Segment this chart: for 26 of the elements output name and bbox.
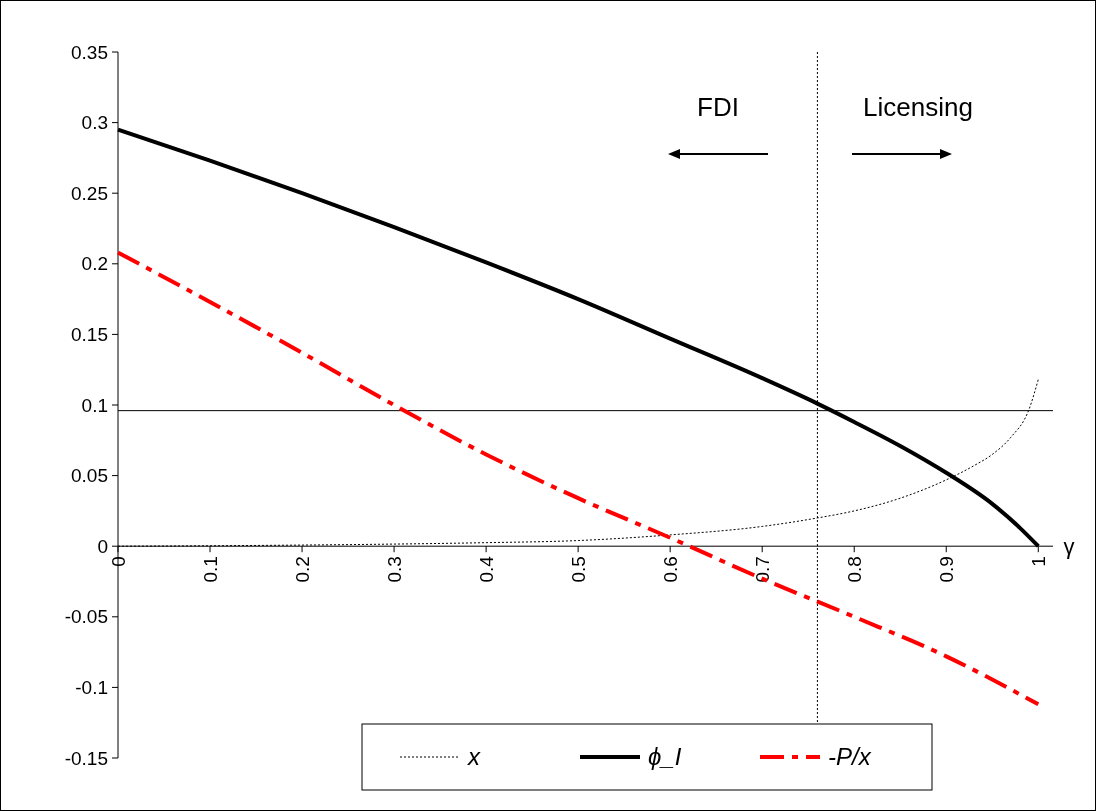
y-tick-label: -0.05 [64,606,108,628]
x-tick-label: 1 [1027,556,1049,567]
x-tick-label: 0.6 [659,556,681,583]
legend-label: x [467,743,481,771]
y-tick-label: 0.15 [71,324,108,346]
y-tick-label: -0.15 [64,747,108,769]
x-tick-label: 0.3 [383,556,405,583]
legend-label: ϕ_I [648,743,682,771]
x-tick-label: 0 [107,556,129,567]
y-tick-label: 0.3 [81,112,108,134]
y-tick-label: 0.2 [81,253,108,275]
annotation: FDI [697,92,739,122]
legend-label: -P/x [828,743,872,771]
y-tick-label: 0.1 [81,394,108,416]
annotation: Licensing [863,92,973,122]
y-tick-label: 0.05 [71,465,108,487]
x-axis-title: γ [1063,533,1075,559]
x-tick-label: 0.4 [475,555,497,583]
y-tick-label: -0.1 [75,677,108,699]
y-tick-label: 0.35 [71,41,108,63]
x-tick-label: 0.8 [843,556,865,583]
y-tick-label: 0.25 [71,182,108,204]
x-tick-label: 0.2 [291,556,313,583]
x-tick-label: 0.5 [567,556,589,583]
x-tick-label: 0.1 [199,556,221,583]
x-tick-label: 0.9 [935,556,957,583]
